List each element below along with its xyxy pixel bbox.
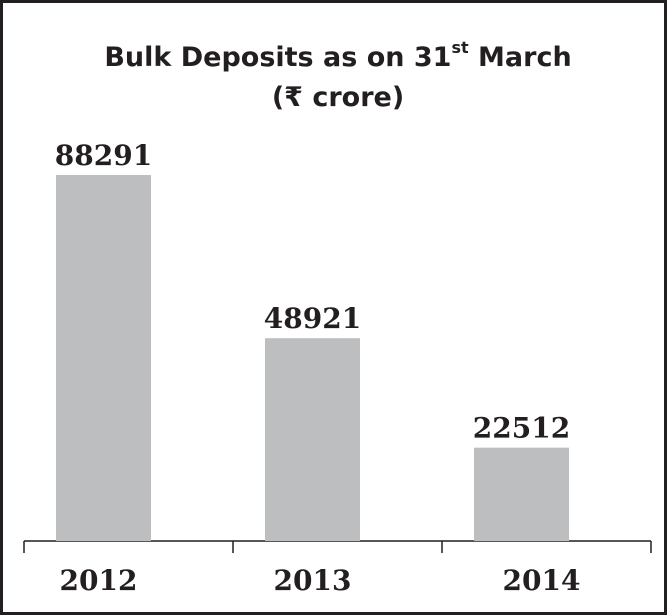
bar [265,338,360,541]
x-tick-label: 2014 [503,564,581,597]
chart-subtitle: (₹ crore) [272,82,404,113]
title-part: Bulk Deposits as on 31 [104,42,451,73]
title-part: March [469,42,572,73]
value-label: 48921 [264,302,361,335]
bar [56,175,151,541]
value-label: 88291 [55,139,152,172]
chart-title: Bulk Deposits as on 31st March [104,38,571,73]
value-label: 22512 [473,412,570,445]
title-superscript: st [451,38,469,57]
bar [474,447,569,541]
x-tick-label: 2013 [274,564,352,597]
x-tick-label: 2012 [60,564,138,597]
